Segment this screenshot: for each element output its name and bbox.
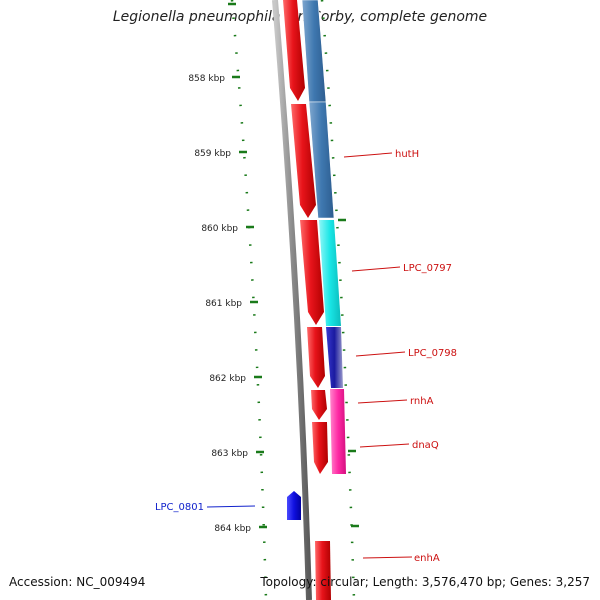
gene-label-dnaq: dnaQ [412, 440, 439, 451]
leader-line [355, 351, 406, 357]
tick-label: 858 kbp [188, 74, 225, 84]
cds-arrow [291, 104, 316, 218]
cds-track [283, 0, 331, 600]
cds-arrow [311, 390, 327, 420]
gene-label-lpc-0797: LPC_0797 [403, 263, 452, 274]
category-block-pink [330, 389, 346, 474]
category-track [301, 0, 346, 474]
tick-label: 861 kbp [205, 299, 242, 309]
label-leaders [206, 152, 413, 559]
cds-arrow [315, 541, 331, 600]
category-block-cyan [319, 220, 341, 326]
leader-line [343, 152, 393, 158]
tick-label: 862 kbp [209, 374, 246, 384]
cds-arrow [312, 422, 328, 474]
accession-text: Accession: NC_009494 [9, 575, 146, 589]
tick-labels: 858 kbp 859 kbp 860 kbp 861 kbp 862 kbp … [188, 74, 251, 534]
leader-line [362, 556, 413, 559]
genome-backbone [272, 0, 312, 600]
tick-label: 859 kbp [194, 149, 231, 159]
gene-label-huth: hutH [395, 149, 419, 160]
cds-arrow [300, 220, 324, 325]
category-block-steel [301, 0, 327, 103]
map-title: Legionella pneumophila str. Corby, compl… [112, 9, 488, 25]
category-block-steel [308, 101, 335, 219]
leader-line [206, 505, 256, 508]
gene-label-rnha: rnhA [410, 396, 434, 407]
cds-arrow [307, 327, 325, 388]
tick-label: 863 kbp [211, 449, 248, 459]
leader-line [359, 443, 410, 448]
tick-label: 860 kbp [201, 224, 238, 234]
cds-arrow [283, 0, 305, 101]
tick-label: 864 kbp [214, 524, 251, 534]
gene-labels: hutH LPC_0797 LPC_0798 rnhA dnaQ enhA LP… [155, 149, 457, 564]
gene-label-lpc-0798: LPC_0798 [408, 348, 457, 359]
gene-label-enha: enhA [414, 553, 440, 564]
gene-label-lpc-0801: LPC_0801 [155, 502, 204, 513]
leader-line [357, 399, 408, 404]
major-ticks [228, 2, 359, 529]
genome-summary-text: Topology: circular; Length: 3,576,470 bp… [260, 575, 590, 589]
category-block-navy [326, 327, 343, 388]
cds-arrow-forward [287, 491, 301, 520]
leader-line [351, 266, 401, 272]
